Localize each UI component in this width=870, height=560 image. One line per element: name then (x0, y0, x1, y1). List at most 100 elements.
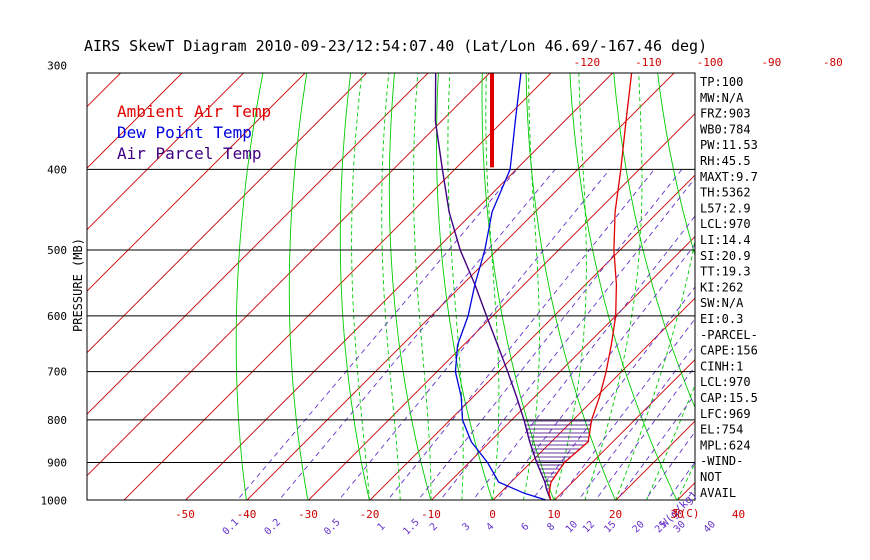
isotherm-line (87, 73, 429, 415)
stat-line: CAPE:156 (700, 344, 758, 358)
isotherm-line (0, 0, 440, 518)
stat-line: -WIND- (700, 454, 743, 468)
bottom-temp-tick-label: -20 (360, 508, 380, 521)
mixing-ratio-tick-label: 10 (564, 519, 580, 535)
stat-line: MAXT:9.7 (700, 170, 758, 184)
pressure-tick-label: 1000 (41, 495, 68, 508)
mixing-ratio-tick-label: 40 (702, 519, 718, 535)
chart-title: AIRS SkewT Diagram 2010-09-23/12:54:07.4… (84, 37, 707, 55)
moist-adiabat-line (646, 383, 695, 500)
bottom-temp-tick-label: -40 (237, 508, 257, 521)
mixing-ratio-line (387, 169, 655, 500)
legend-ambient: Ambient Air Temp (117, 102, 271, 121)
isotherm-line (0, 0, 317, 518)
pressure-tick-label: 300 (47, 59, 67, 72)
isotherm-line (0, 0, 379, 518)
moist-adiabat-line (381, 73, 401, 500)
mixing-ratio-tick-label: 2 (428, 521, 440, 533)
mixing-ratio-line (472, 215, 695, 500)
isotherm-line (492, 297, 695, 500)
stat-line: FRZ:903 (700, 107, 751, 121)
tropopause-marker (490, 73, 494, 168)
mixing-ratio-line (557, 318, 695, 500)
stat-line: LI:14.4 (700, 233, 751, 247)
isotherm-line (553, 358, 695, 500)
bottom-temp-tick-label: 40 (732, 508, 745, 521)
moist-adiabat-line (485, 73, 500, 500)
profile-layer (434, 73, 633, 500)
top-temp-tick-label: -80 (823, 56, 843, 69)
mixing-ratio-tick-label: 0.5 (322, 517, 343, 538)
stat-line: L57:2.9 (700, 201, 751, 215)
legend-dewpoint: Dew Point Temp (117, 123, 252, 142)
stat-line: MPL:624 (700, 438, 751, 452)
isotherm-line (782, 0, 870, 518)
moist-adiabat-line (413, 73, 432, 500)
bottom-temp-tick-label: -50 (175, 508, 195, 521)
isotherm-line (87, 73, 491, 477)
isotherm-line (87, 73, 122, 108)
dry-adiabat-line (788, 69, 870, 505)
mixing-ratio-tick-label: 8 (545, 521, 557, 533)
x-axis-label: T(C) (673, 507, 700, 520)
isotherm-line (369, 174, 695, 500)
isotherm-line (0, 0, 256, 518)
dewpoint-line (454, 73, 549, 500)
mixing-ratio-tick-label: 0.2 (263, 517, 284, 538)
stat-line: KI:262 (700, 280, 743, 294)
mixing-ratio-line (338, 169, 611, 500)
ambient-temp-line (548, 73, 633, 500)
stat-line: MW:N/A (700, 91, 744, 105)
stat-line: LFC:969 (700, 407, 751, 421)
y-axis-label: PRESSURE (MB) (71, 238, 85, 332)
pressure-tick-label: 600 (47, 310, 67, 323)
dry-adiabat-line (436, 73, 493, 500)
isotherm-line (87, 73, 368, 354)
mixing-ratio-line (594, 365, 695, 500)
mixing-ratio-line (417, 169, 683, 500)
stat-line: TH:5362 (700, 186, 751, 200)
stat-line: CAP:15.5 (700, 391, 758, 405)
isotherm-line (246, 73, 675, 500)
mixing-ratio-line (439, 177, 695, 500)
stat-line: SI:20.9 (700, 249, 751, 263)
moist-adiabat-line (553, 73, 587, 500)
mixing-ratio-tick-label: 4 (485, 521, 497, 533)
stat-line: NOT (700, 470, 722, 484)
mixing-ratio-tick-label: 1.5 (401, 517, 422, 538)
mixing-ratio-line (616, 393, 695, 500)
moist-adiabat-line (615, 238, 695, 500)
dry-adiabat-line (288, 73, 309, 500)
dry-adiabat-line (657, 73, 695, 257)
legend: Ambient Air Temp Dew Point Temp Air Parc… (117, 102, 271, 163)
dry-adiabat-line (569, 73, 678, 500)
dry-adiabat-line (745, 69, 870, 505)
bottom-temp-tick-label: 20 (609, 508, 622, 521)
bottom-temp-tick-label: 30 (670, 508, 683, 521)
mixing-ratio-line (236, 169, 518, 500)
pressure-tick-label: 400 (47, 163, 67, 176)
stat-line: CINH:1 (700, 359, 743, 373)
legend-parcel: Air Parcel Temp (117, 144, 262, 163)
top-temp-tick-label: -90 (761, 56, 781, 69)
moist-adiabat-line (739, 0, 870, 501)
isotherm-line (87, 73, 306, 292)
dry-adiabat-line (613, 73, 695, 409)
stat-line: LCL:970 (700, 217, 751, 231)
mixing-ratio-line (278, 169, 556, 500)
stat-line: PW:11.53 (700, 138, 758, 152)
top-temp-tick-label: -120 (574, 56, 601, 69)
mixing-ratio-tick-label: 1 (375, 521, 387, 533)
stat-line: SW:N/A (700, 296, 744, 310)
mixing-ratio-tick-label: 15 (602, 519, 618, 535)
isotherm-line (430, 235, 695, 500)
dry-adiabat-line (339, 73, 370, 500)
bottom-temp-tick-label: -10 (421, 508, 441, 521)
mixing-ratio-line (496, 243, 695, 500)
stat-line: LCL:970 (700, 375, 751, 389)
pressure-tick-label: 800 (47, 414, 67, 427)
cape-hatch-area (524, 419, 592, 500)
moist-adiabat-line (447, 73, 464, 500)
